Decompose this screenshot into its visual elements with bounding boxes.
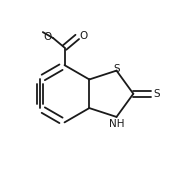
- Text: S: S: [113, 64, 120, 74]
- Text: NH: NH: [109, 119, 125, 129]
- Text: O: O: [44, 32, 52, 42]
- Text: S: S: [153, 89, 160, 99]
- Text: O: O: [79, 31, 87, 41]
